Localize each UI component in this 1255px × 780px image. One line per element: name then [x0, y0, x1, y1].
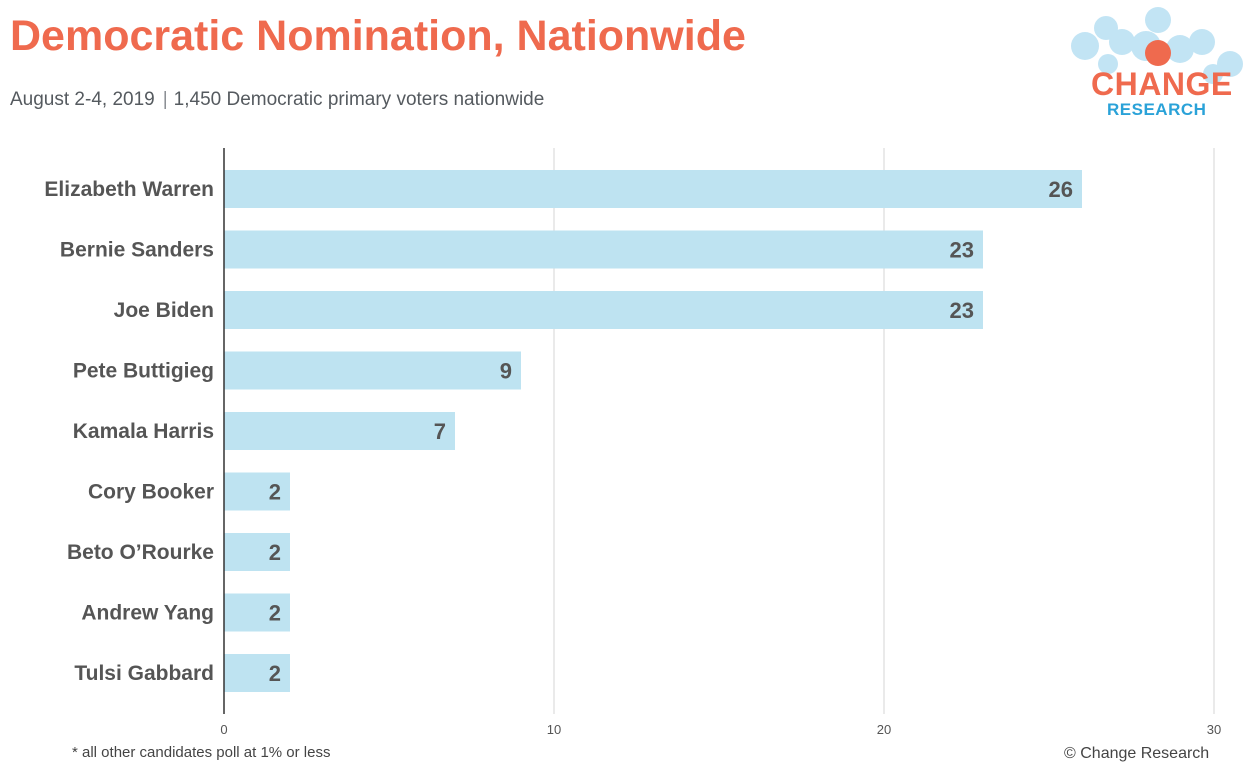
bar	[224, 654, 290, 692]
bar-value-label: 2	[269, 480, 281, 505]
chart-title: Democratic Nomination, Nationwide	[10, 12, 746, 60]
bar	[224, 291, 983, 329]
copyright: © Change Research	[1064, 745, 1210, 762]
category-label: Pete Buttigieg	[73, 360, 214, 383]
category-label: Elizabeth Warren	[44, 178, 214, 201]
bar	[224, 472, 290, 511]
change-research-logo-icon	[1071, 7, 1243, 84]
logo-word-research: RESEARCH	[1107, 100, 1207, 119]
footnote: * all other candidates poll at 1% or les…	[72, 744, 331, 761]
x-tick-label: 10	[547, 722, 561, 737]
x-tick-label: 20	[877, 722, 891, 737]
x-tick-label: 0	[220, 722, 227, 737]
subtitle-sample: 1,450 Democratic primary voters nationwi…	[173, 89, 545, 110]
logo-word-change: CHANGE	[1091, 66, 1233, 102]
bar-value-label: 26	[1049, 177, 1073, 202]
bar-value-label: 23	[950, 298, 974, 323]
category-label: Andrew Yang	[81, 602, 214, 625]
category-label: Bernie Sanders	[60, 239, 214, 262]
bar-value-label: 2	[269, 661, 281, 686]
bar	[224, 593, 290, 632]
chart-subtitle: August 2-4, 2019 | 1,450 Democratic primar…	[10, 89, 544, 111]
subtitle-date: August 2-4, 2019	[10, 89, 155, 110]
bar-value-label: 2	[269, 540, 281, 565]
bar	[224, 533, 290, 571]
bar-value-label: 9	[500, 359, 512, 384]
bar	[224, 230, 983, 269]
bar	[224, 351, 521, 390]
x-tick-label: 30	[1207, 722, 1221, 737]
category-label: Cory Booker	[88, 481, 214, 504]
category-label: Kamala Harris	[73, 420, 214, 443]
category-label: Joe Biden	[114, 299, 214, 322]
bar	[224, 170, 1082, 208]
bar-value-label: 2	[269, 601, 281, 626]
category-label: Tulsi Gabbard	[74, 662, 214, 685]
bar-value-label: 23	[950, 238, 974, 263]
bar	[224, 412, 455, 450]
category-label: Beto O’Rourke	[67, 541, 214, 564]
bar-value-label: 7	[434, 419, 446, 444]
subtitle-separator: |	[162, 89, 168, 110]
